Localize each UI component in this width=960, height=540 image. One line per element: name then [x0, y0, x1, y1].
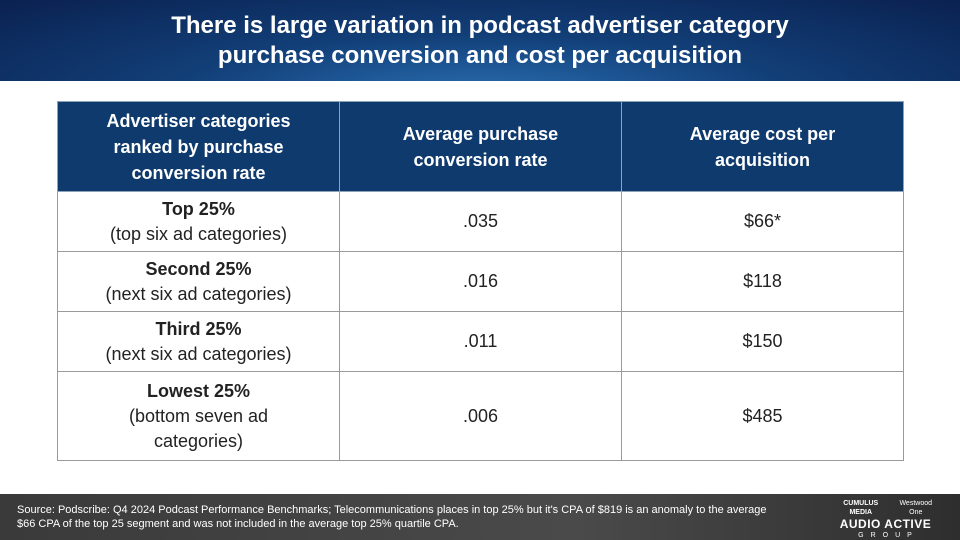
cpa-cell: $118 [621, 251, 904, 312]
westwood-one-logo: Westwood One [899, 500, 933, 516]
conversion-rate-cell: .006 [339, 371, 622, 461]
cpa-cell: $66* [621, 191, 904, 252]
cumulus-logo: CUMULUS MEDIA [843, 500, 879, 516]
category-label: Lowest 25% [146, 380, 251, 401]
category-detail: (bottom seven ad categories) [128, 405, 269, 451]
column-header: Average cost per acquisition [621, 101, 904, 192]
category-label: Second 25% [145, 258, 252, 279]
category-label: Third 25% [155, 318, 242, 339]
category-label: Top 25% [162, 198, 235, 219]
partner-logos: CUMULUS MEDIA Westwood One [833, 499, 938, 517]
conversion-rate-cell: .016 [339, 251, 622, 312]
column-header: Advertiser categories ranked by purchase… [57, 101, 340, 192]
column-header: Average purchase conversion rate [339, 101, 622, 192]
table-row: Top 25% (top six ad categories) .035 $66… [57, 191, 904, 252]
category-cell: Third 25% (next six ad categories) [57, 311, 340, 372]
category-cell: Lowest 25% (bottom seven ad categories) [57, 371, 340, 461]
slide-title: There is large variation in podcast adve… [171, 11, 789, 69]
cpa-cell: $485 [621, 371, 904, 461]
table-header-row: Advertiser categories ranked by purchase… [57, 101, 904, 192]
table-row: Lowest 25% (bottom seven ad categories) … [57, 371, 904, 461]
category-detail: (top six ad categories) [109, 223, 288, 244]
table-row: Third 25% (next six ad categories) .011 … [57, 311, 904, 372]
conversion-rate-cell: .035 [339, 191, 622, 252]
conversion-rate-cell: .011 [339, 311, 622, 372]
category-detail: (next six ad categories) [105, 283, 292, 304]
category-detail: (next six ad categories) [105, 343, 292, 364]
brand-name: AUDIO ACTIVE [839, 517, 932, 531]
footer-bar: Source: Podscribe: Q4 2024 Podcast Perfo… [0, 494, 960, 540]
source-note: Source: Podscribe: Q4 2024 Podcast Perfo… [17, 504, 767, 530]
data-table: Advertiser categories ranked by purchase… [57, 101, 904, 461]
title-banner: There is large variation in podcast adve… [0, 0, 960, 81]
brand-logo: CUMULUS MEDIA Westwood One AUDIO ACTIVE … [833, 499, 938, 540]
table-row: Second 25% (next six ad categories) .016… [57, 251, 904, 312]
cpa-cell: $150 [621, 311, 904, 372]
brand-group: GROUP [858, 532, 919, 539]
category-cell: Top 25% (top six ad categories) [57, 191, 340, 252]
category-cell: Second 25% (next six ad categories) [57, 251, 340, 312]
